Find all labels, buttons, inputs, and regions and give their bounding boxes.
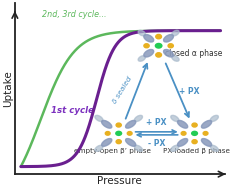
Ellipse shape — [102, 120, 112, 128]
Ellipse shape — [171, 115, 179, 122]
Text: empty-open β’ phase: empty-open β’ phase — [74, 149, 151, 154]
Circle shape — [155, 43, 163, 49]
Ellipse shape — [134, 115, 142, 122]
Circle shape — [115, 131, 122, 136]
Ellipse shape — [171, 145, 179, 151]
Ellipse shape — [210, 115, 218, 122]
Y-axis label: Uptake: Uptake — [4, 70, 14, 107]
Circle shape — [181, 132, 186, 135]
Ellipse shape — [178, 139, 188, 146]
Circle shape — [192, 140, 197, 144]
Circle shape — [116, 140, 121, 144]
Circle shape — [168, 44, 173, 48]
Ellipse shape — [164, 35, 173, 42]
Text: - PX: - PX — [148, 139, 165, 148]
Ellipse shape — [102, 139, 112, 146]
Circle shape — [105, 132, 110, 135]
Ellipse shape — [134, 145, 142, 151]
Ellipse shape — [95, 145, 103, 151]
Ellipse shape — [95, 115, 103, 122]
Text: 1st cycle: 1st cycle — [50, 106, 94, 115]
Circle shape — [203, 132, 208, 135]
Ellipse shape — [172, 56, 179, 61]
Circle shape — [156, 34, 161, 39]
Text: + PX: + PX — [146, 118, 167, 127]
Text: PX-loaded β phase: PX-loaded β phase — [163, 149, 230, 154]
Ellipse shape — [144, 35, 154, 42]
Text: closed α phase: closed α phase — [165, 49, 222, 58]
Circle shape — [144, 44, 149, 48]
Ellipse shape — [126, 139, 136, 146]
Ellipse shape — [164, 50, 173, 57]
Ellipse shape — [138, 30, 146, 36]
Circle shape — [192, 123, 197, 127]
Circle shape — [156, 53, 161, 57]
Ellipse shape — [201, 120, 212, 128]
Ellipse shape — [144, 50, 154, 57]
Text: δ sealed: δ sealed — [112, 76, 133, 105]
Ellipse shape — [138, 56, 146, 61]
Text: + PX: + PX — [179, 87, 200, 96]
Ellipse shape — [178, 120, 188, 128]
Ellipse shape — [201, 139, 212, 146]
Ellipse shape — [172, 30, 179, 36]
Ellipse shape — [210, 145, 218, 151]
Ellipse shape — [126, 120, 136, 128]
Text: 2nd, 3rd cycle...: 2nd, 3rd cycle... — [42, 10, 107, 19]
Circle shape — [191, 131, 198, 136]
X-axis label: Pressure: Pressure — [97, 176, 142, 186]
Circle shape — [127, 132, 132, 135]
Circle shape — [116, 123, 121, 127]
